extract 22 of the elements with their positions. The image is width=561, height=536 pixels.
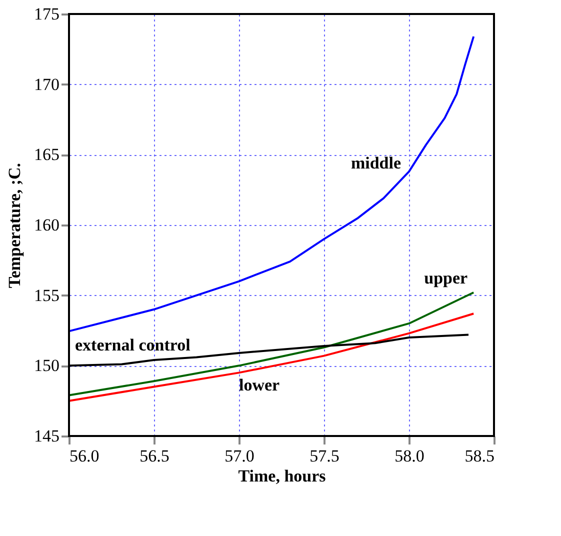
x-tick-label: 56.0 (70, 446, 100, 466)
series-label: lower (239, 376, 280, 395)
line-series (68, 292, 475, 396)
series-label: external control (75, 336, 191, 355)
y-tick-label: 145 (34, 426, 60, 446)
y-tick-label: 175 (34, 4, 60, 24)
y-tick-label: 150 (34, 356, 60, 376)
x-tick-label: 57.0 (224, 446, 254, 466)
x-axis-title: Time, hours (238, 466, 326, 486)
y-tick-label: 170 (34, 74, 60, 94)
line-series (68, 312, 475, 402)
x-tick-label: 57.5 (310, 446, 340, 466)
series-label: upper (424, 268, 468, 288)
line-series (68, 36, 475, 332)
y-axis-title: Temperature, ;C. (5, 162, 24, 288)
x-tick-label: 58.0 (394, 446, 424, 466)
y-tick-label: 155 (34, 286, 60, 305)
y-tick-label: 165 (34, 145, 60, 164)
series-label: middle (350, 154, 402, 173)
x-tick-label: 58.5 (464, 446, 494, 466)
x-tick-label: 56.5 (140, 446, 170, 466)
y-tick-label: 160 (34, 216, 60, 234)
